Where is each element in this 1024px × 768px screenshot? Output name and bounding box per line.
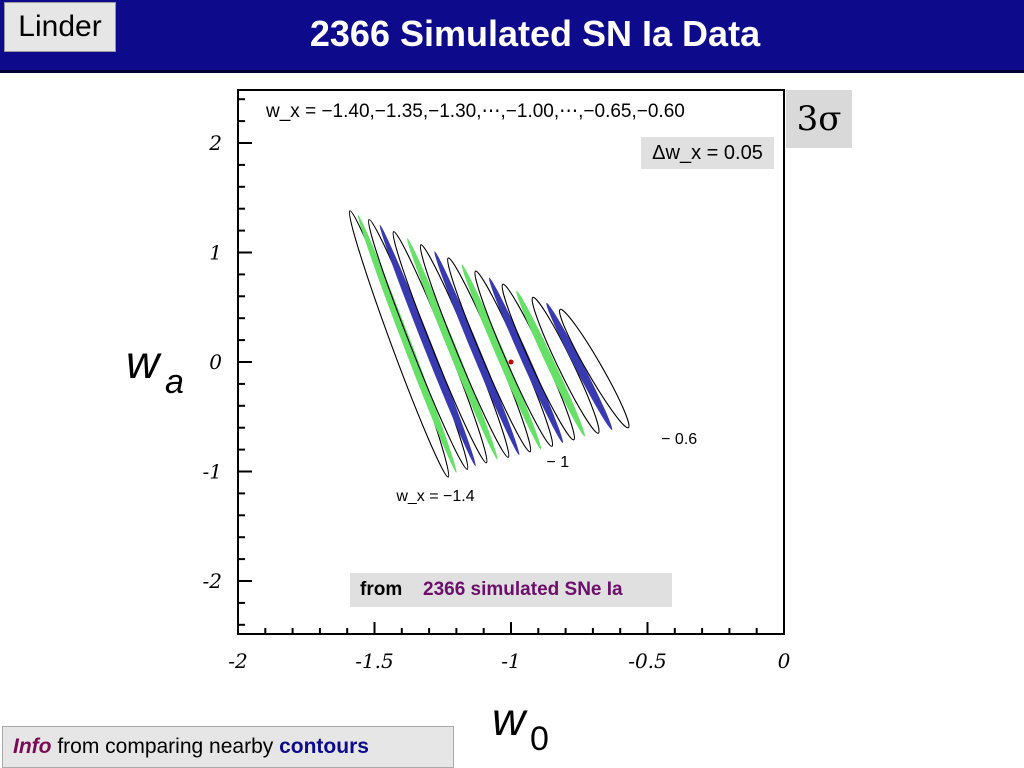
contour-blue-11 — [488, 277, 564, 444]
y-tick-label: 0 — [209, 350, 222, 374]
contour-green-9 — [461, 264, 542, 450]
contour-blue-7 — [434, 251, 520, 456]
x-tick-label: -2 — [228, 649, 247, 673]
wa-sub: a — [165, 363, 184, 401]
x-tick-label: 0 — [778, 649, 791, 673]
plot-background — [108, 84, 784, 724]
author-label: Linder — [4, 2, 116, 52]
x-tick-label: -0.5 — [628, 649, 667, 673]
y-tick-label: 2 — [208, 131, 222, 155]
contour-annotation-2: − 0.6 — [661, 431, 697, 448]
wx-values-text: w_x = −1.40,−1.35,−1.30,⋯,−1.00,⋯,−0.65,… — [266, 101, 685, 122]
source-note-highlight: 2366 simulated SNe Ia — [423, 579, 623, 600]
w0-main: w — [492, 693, 526, 745]
info-middle: from comparing nearby — [51, 735, 280, 758]
contour-green-5 — [407, 238, 498, 460]
fiducial-point — [508, 359, 514, 365]
tick-group — [237, 98, 785, 634]
annotation-group: w_x = −1.4 − 1 − 0.6 — [395, 431, 697, 505]
info-footer: Info from comparing nearby contours — [2, 726, 454, 768]
delta-wx-text: Δw_x = 0.05 — [652, 142, 763, 164]
wa-axis-symbol: w a — [110, 325, 200, 405]
x-tick-label: -1.5 — [355, 649, 394, 673]
y-tick-label: 1 — [209, 241, 222, 265]
x-tick-label: -1 — [501, 649, 520, 673]
wa-main: w — [126, 336, 160, 388]
contour-blue-15 — [546, 302, 613, 430]
wx-values-label: w_x = −1.40,−1.35,−1.30,⋯,−1.00,⋯,−0.65,… — [266, 98, 774, 126]
contour-group — [348, 210, 630, 478]
delta-wx-label: Δw_x = 0.05 — [641, 137, 774, 169]
contour-green-13 — [516, 290, 585, 437]
contour-green-1 — [357, 215, 457, 473]
info-word: Info — [13, 735, 52, 758]
w0-axis-symbol: w 0 — [480, 688, 570, 763]
tick-label-group: -2 -1.5 -1 -0.5 0 2 1 0 -1 -2 — [203, 131, 791, 673]
contour-annotation-0: w_x = −1.4 — [395, 488, 474, 505]
slide-title: 2366 Simulated SN Ia Data — [309, 13, 761, 54]
contour-annotation-1: − 1 — [546, 454, 569, 471]
w0-sub: 0 — [530, 720, 549, 758]
sigma-badge: 3σ — [786, 90, 852, 148]
y-tick-label: -1 — [203, 460, 222, 484]
source-note: from 2366 simulated SNe Ia — [350, 573, 672, 607]
slide-header: Linder 2366 Simulated SN Ia Data — [0, 0, 1024, 73]
source-note-prefix: from — [360, 579, 403, 600]
contour-outline-16 — [558, 308, 630, 429]
contour-blue-3 — [379, 225, 476, 467]
contours-word: contours — [279, 735, 369, 758]
y-tick-label: -2 — [203, 569, 222, 593]
